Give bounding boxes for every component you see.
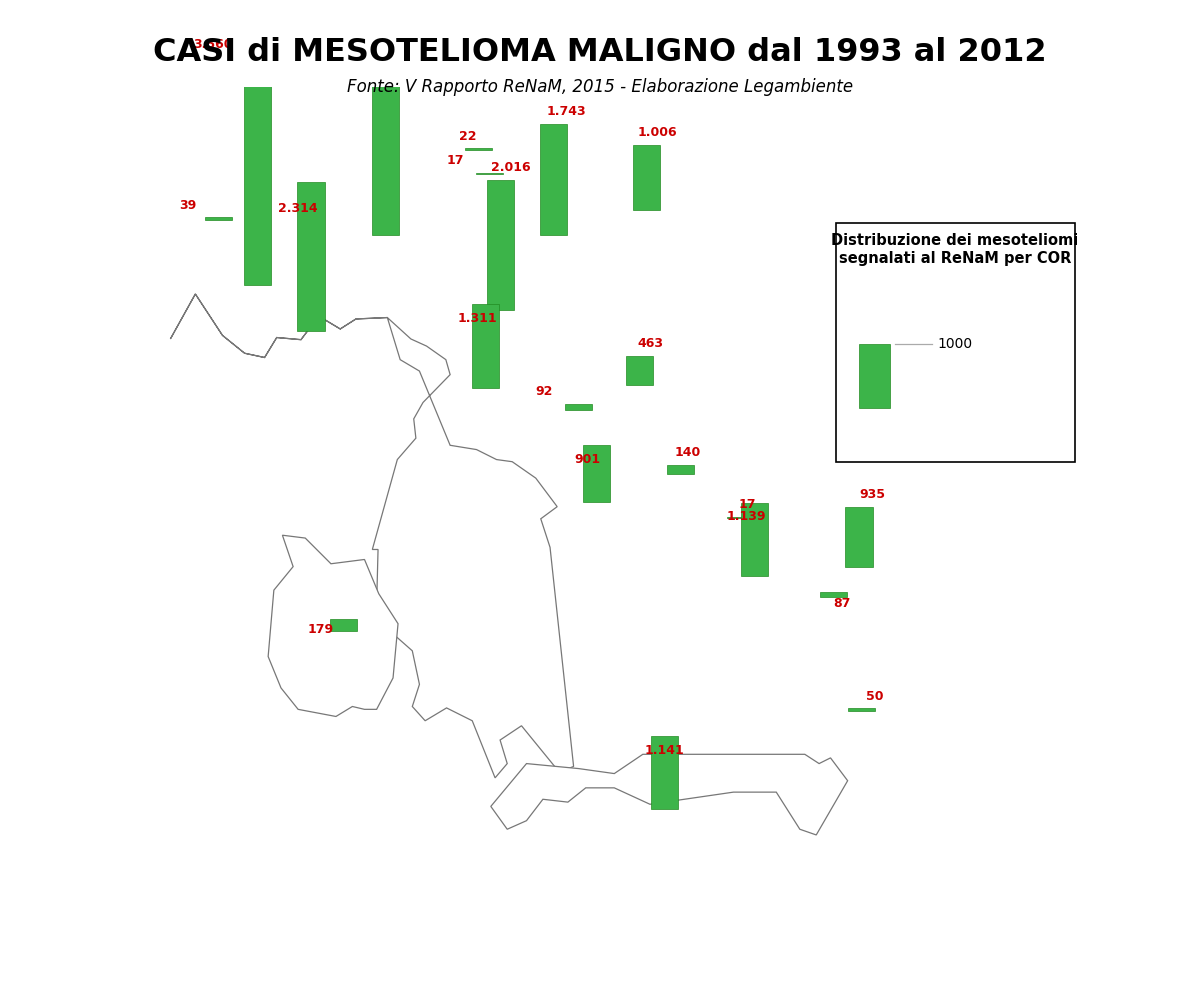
Text: 1000: 1000 (937, 337, 973, 351)
Text: 1.141: 1.141 (644, 745, 684, 758)
Bar (625, 356, 653, 386)
Text: 1.311: 1.311 (457, 313, 497, 325)
Text: 17: 17 (446, 154, 464, 167)
Text: 2.314: 2.314 (278, 202, 318, 215)
Text: Fonte: V Rapporto ReNaM, 2015 - Elaborazione Legambiente: Fonte: V Rapporto ReNaM, 2015 - Elaboraz… (347, 78, 853, 96)
Text: 179: 179 (307, 623, 334, 637)
Text: 1.743: 1.743 (547, 105, 587, 118)
Polygon shape (491, 755, 847, 835)
Text: 92: 92 (535, 385, 553, 398)
Bar (205, 218, 232, 220)
Bar (540, 124, 568, 235)
Text: 87: 87 (833, 597, 851, 610)
Text: Distribuzione dei mesoteliomi
segnalati al ReNaM per COR: Distribuzione dei mesoteliomi segnalati … (832, 233, 1079, 266)
Text: 1.139: 1.139 (726, 509, 766, 523)
Text: 3.560: 3.560 (193, 38, 233, 51)
Text: 22: 22 (460, 130, 476, 142)
Text: 2.016: 2.016 (491, 161, 530, 174)
Text: 140: 140 (674, 446, 701, 459)
Text: 901: 901 (575, 453, 601, 466)
Bar (859, 344, 890, 408)
Bar (473, 304, 499, 389)
Bar (835, 223, 1074, 462)
Bar (330, 619, 356, 631)
Text: 1.006: 1.006 (637, 127, 677, 139)
Bar (742, 502, 768, 576)
Bar (667, 465, 695, 474)
Polygon shape (170, 294, 574, 778)
Bar (727, 517, 754, 518)
Bar (298, 183, 324, 331)
Bar (372, 0, 400, 235)
Bar (244, 56, 271, 286)
Bar (565, 404, 592, 409)
Bar (476, 173, 503, 174)
Bar (820, 591, 847, 597)
Bar (583, 444, 610, 502)
Bar (466, 148, 492, 150)
Bar (848, 708, 876, 711)
Text: 50: 50 (866, 689, 883, 702)
Text: 935: 935 (859, 488, 884, 500)
Text: CASI di MESOTELIOMA MALIGNO dal 1993 al 2012: CASI di MESOTELIOMA MALIGNO dal 1993 al … (154, 37, 1046, 67)
Bar (632, 145, 660, 210)
Text: 39: 39 (180, 199, 197, 212)
Bar (486, 180, 514, 310)
Bar (650, 736, 678, 809)
Text: 17: 17 (739, 498, 756, 511)
Bar (846, 506, 872, 567)
Text: 463: 463 (637, 337, 662, 350)
Polygon shape (268, 535, 398, 716)
